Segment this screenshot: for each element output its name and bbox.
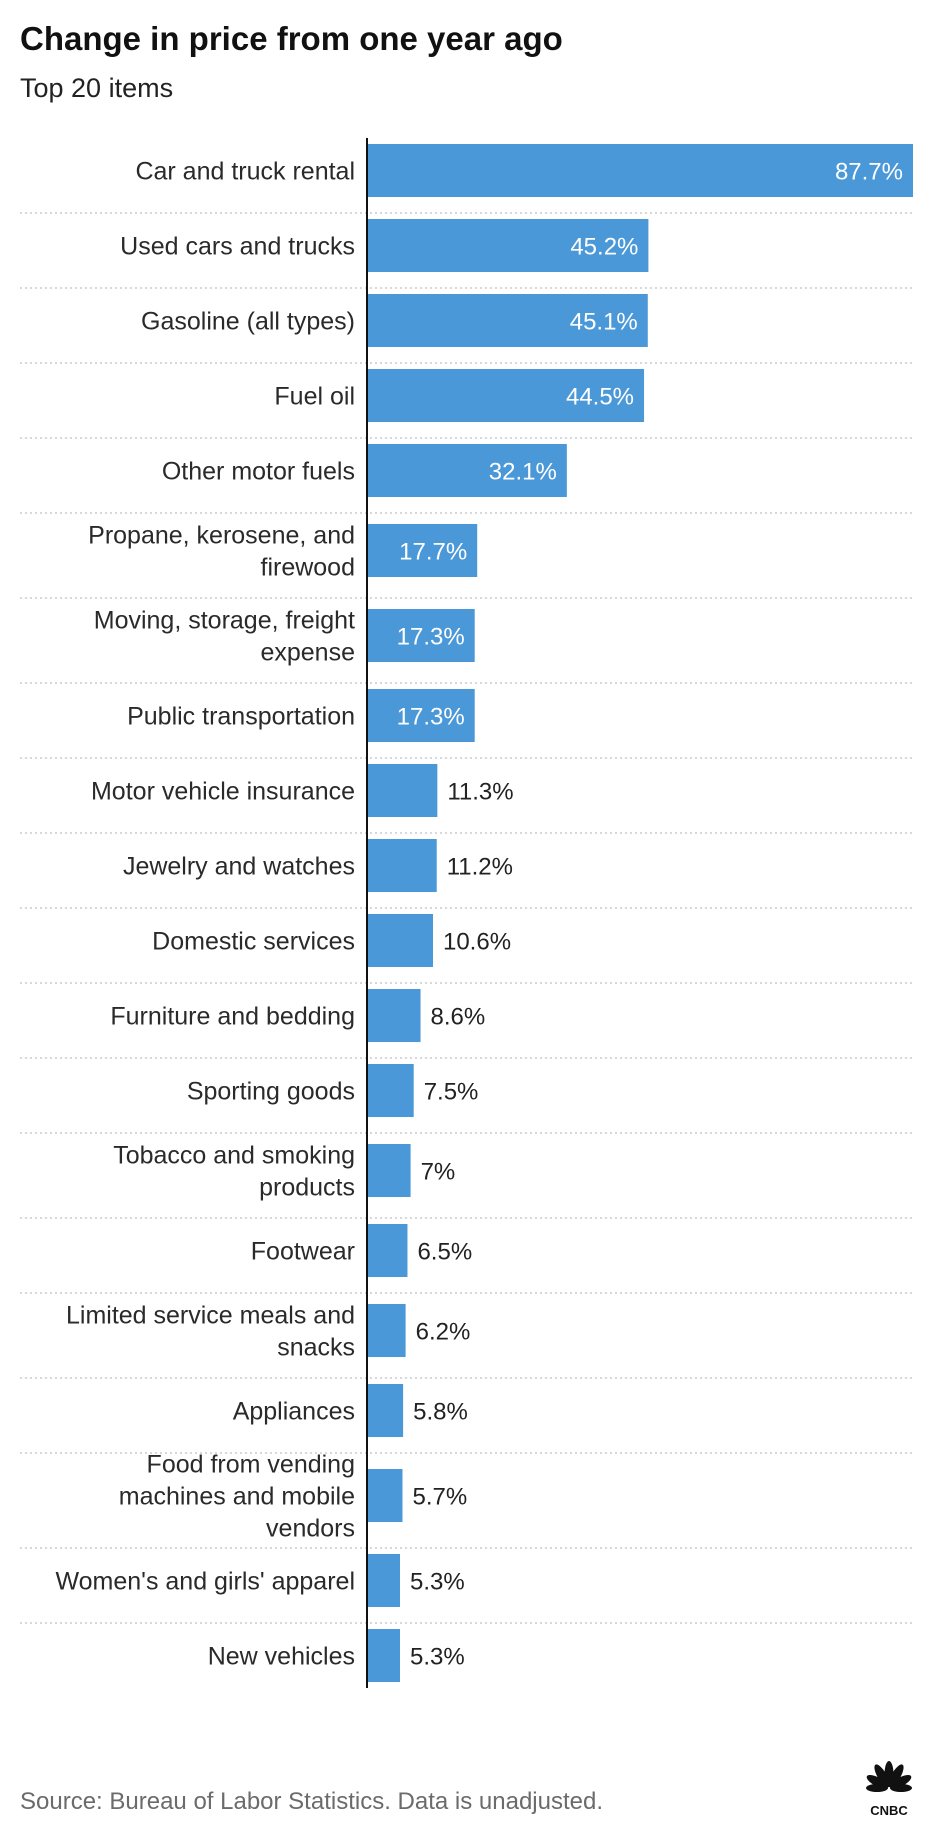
category-label-line: machines and mobile [119,1483,355,1511]
bar [367,914,433,967]
category-label-line: New vehicles [208,1643,355,1671]
bar [367,294,648,347]
bar [367,1469,403,1522]
data-label: 11.2% [447,854,513,881]
data-label: 5.7% [412,1484,467,1511]
bar [367,839,437,892]
category-label-line: Motor vehicle insurance [91,778,355,806]
category-label: Car and truck rental [135,158,355,186]
data-label: 11.3% [447,779,513,806]
category-label: Gasoline (all types) [141,308,355,336]
bar [367,609,475,662]
category-label: Used cars and trucks [120,233,355,261]
cnbc-logo: CNBC [866,1761,912,1818]
category-label-line: Domestic services [152,928,355,956]
category-label-line: Fuel oil [274,383,355,411]
category-label: Other motor fuels [162,458,355,486]
category-label: Jewelry and watches [123,853,355,881]
data-label: 8.6% [431,1004,486,1031]
category-label-line: vendors [266,1515,355,1543]
logo-text: CNBC [870,1803,908,1818]
category-label-line: Tobacco and smoking [113,1142,355,1170]
category-label: Propane, kerosene, and firewood [88,522,355,582]
data-label: 5.8% [413,1399,468,1426]
bar [367,1224,408,1277]
category-label: Domestic services [152,928,355,956]
category-label: Limited service meals and snacks [66,1302,355,1362]
category-label: Furniture and bedding [110,1003,355,1031]
category-label-line: Gasoline (all types) [141,308,355,336]
bar [367,369,645,422]
data-label: 6.2% [416,1319,471,1346]
data-label: 17.3% [397,704,465,731]
data-label: 44.5% [566,384,634,411]
data-label: 17.7% [399,539,467,566]
category-label-line: expense [260,639,355,667]
category-label-line: Used cars and trucks [120,233,355,261]
bar [367,1384,404,1437]
bar [367,144,913,197]
category-label-line: Moving, storage, freight [94,607,355,635]
chart-subtitle: Top 20 items [20,73,174,103]
category-label: Fuel oil [274,383,355,411]
data-label: 87.7% [835,159,903,186]
data-label: 7% [421,1159,456,1186]
category-label-line: Limited service meals and [66,1302,355,1330]
category-label: Food from vending machines and mobile vend… [119,1451,355,1543]
data-label: 32.1% [489,459,557,486]
category-label-line: Appliances [233,1398,355,1426]
category-label-line: Jewelry and watches [123,853,355,881]
data-label: 10.6% [443,929,511,956]
category-label-line: Footwear [251,1238,355,1266]
category-label: Moving, storage, freight expense [94,607,355,667]
bar [367,764,438,817]
bar [367,1629,400,1682]
data-label: 7.5% [424,1079,479,1106]
peacock-icon [866,1761,912,1792]
data-label: 5.3% [410,1644,465,1671]
data-label: 17.3% [397,624,465,651]
category-label-line: Food from vending [147,1451,355,1479]
category-label-line: Sporting goods [187,1078,355,1106]
data-label: 5.3% [410,1569,465,1596]
category-label: Public transportation [127,703,355,731]
source-note: Source: Bureau of Labor Statistics. Data… [20,1788,603,1815]
category-label-line: Propane, kerosene, and [88,522,355,550]
category-label: Footwear [251,1238,355,1266]
category-label-line: firewood [261,554,356,582]
bar [367,1144,411,1197]
bar [367,1064,414,1117]
category-label-line: Furniture and bedding [110,1003,355,1031]
category-label-line: Public transportation [127,703,355,731]
bar [367,1304,406,1357]
category-label: Sporting goods [187,1078,355,1106]
data-label: 6.5% [417,1239,472,1266]
bar [367,219,649,272]
category-label: Tobacco and smoking products [113,1142,355,1202]
category-label: Appliances [233,1398,355,1426]
category-label-line: Car and truck rental [135,158,355,186]
bar [367,444,567,497]
category-label: Motor vehicle insurance [91,778,355,806]
data-label: 45.1% [570,309,638,336]
category-label-line: snacks [277,1334,355,1362]
chart-title: Change in price from one year ago [20,20,563,57]
category-label: New vehicles [208,1643,355,1671]
category-label: Women's and girls' apparel [55,1568,355,1596]
bar [367,524,478,577]
category-label-line: Women's and girls' apparel [55,1568,355,1596]
data-label: 45.2% [570,234,638,261]
category-label-line: products [259,1174,355,1202]
bar [367,1554,400,1607]
bar [367,989,421,1042]
category-label-line: Other motor fuels [162,458,355,486]
bar [367,689,475,742]
